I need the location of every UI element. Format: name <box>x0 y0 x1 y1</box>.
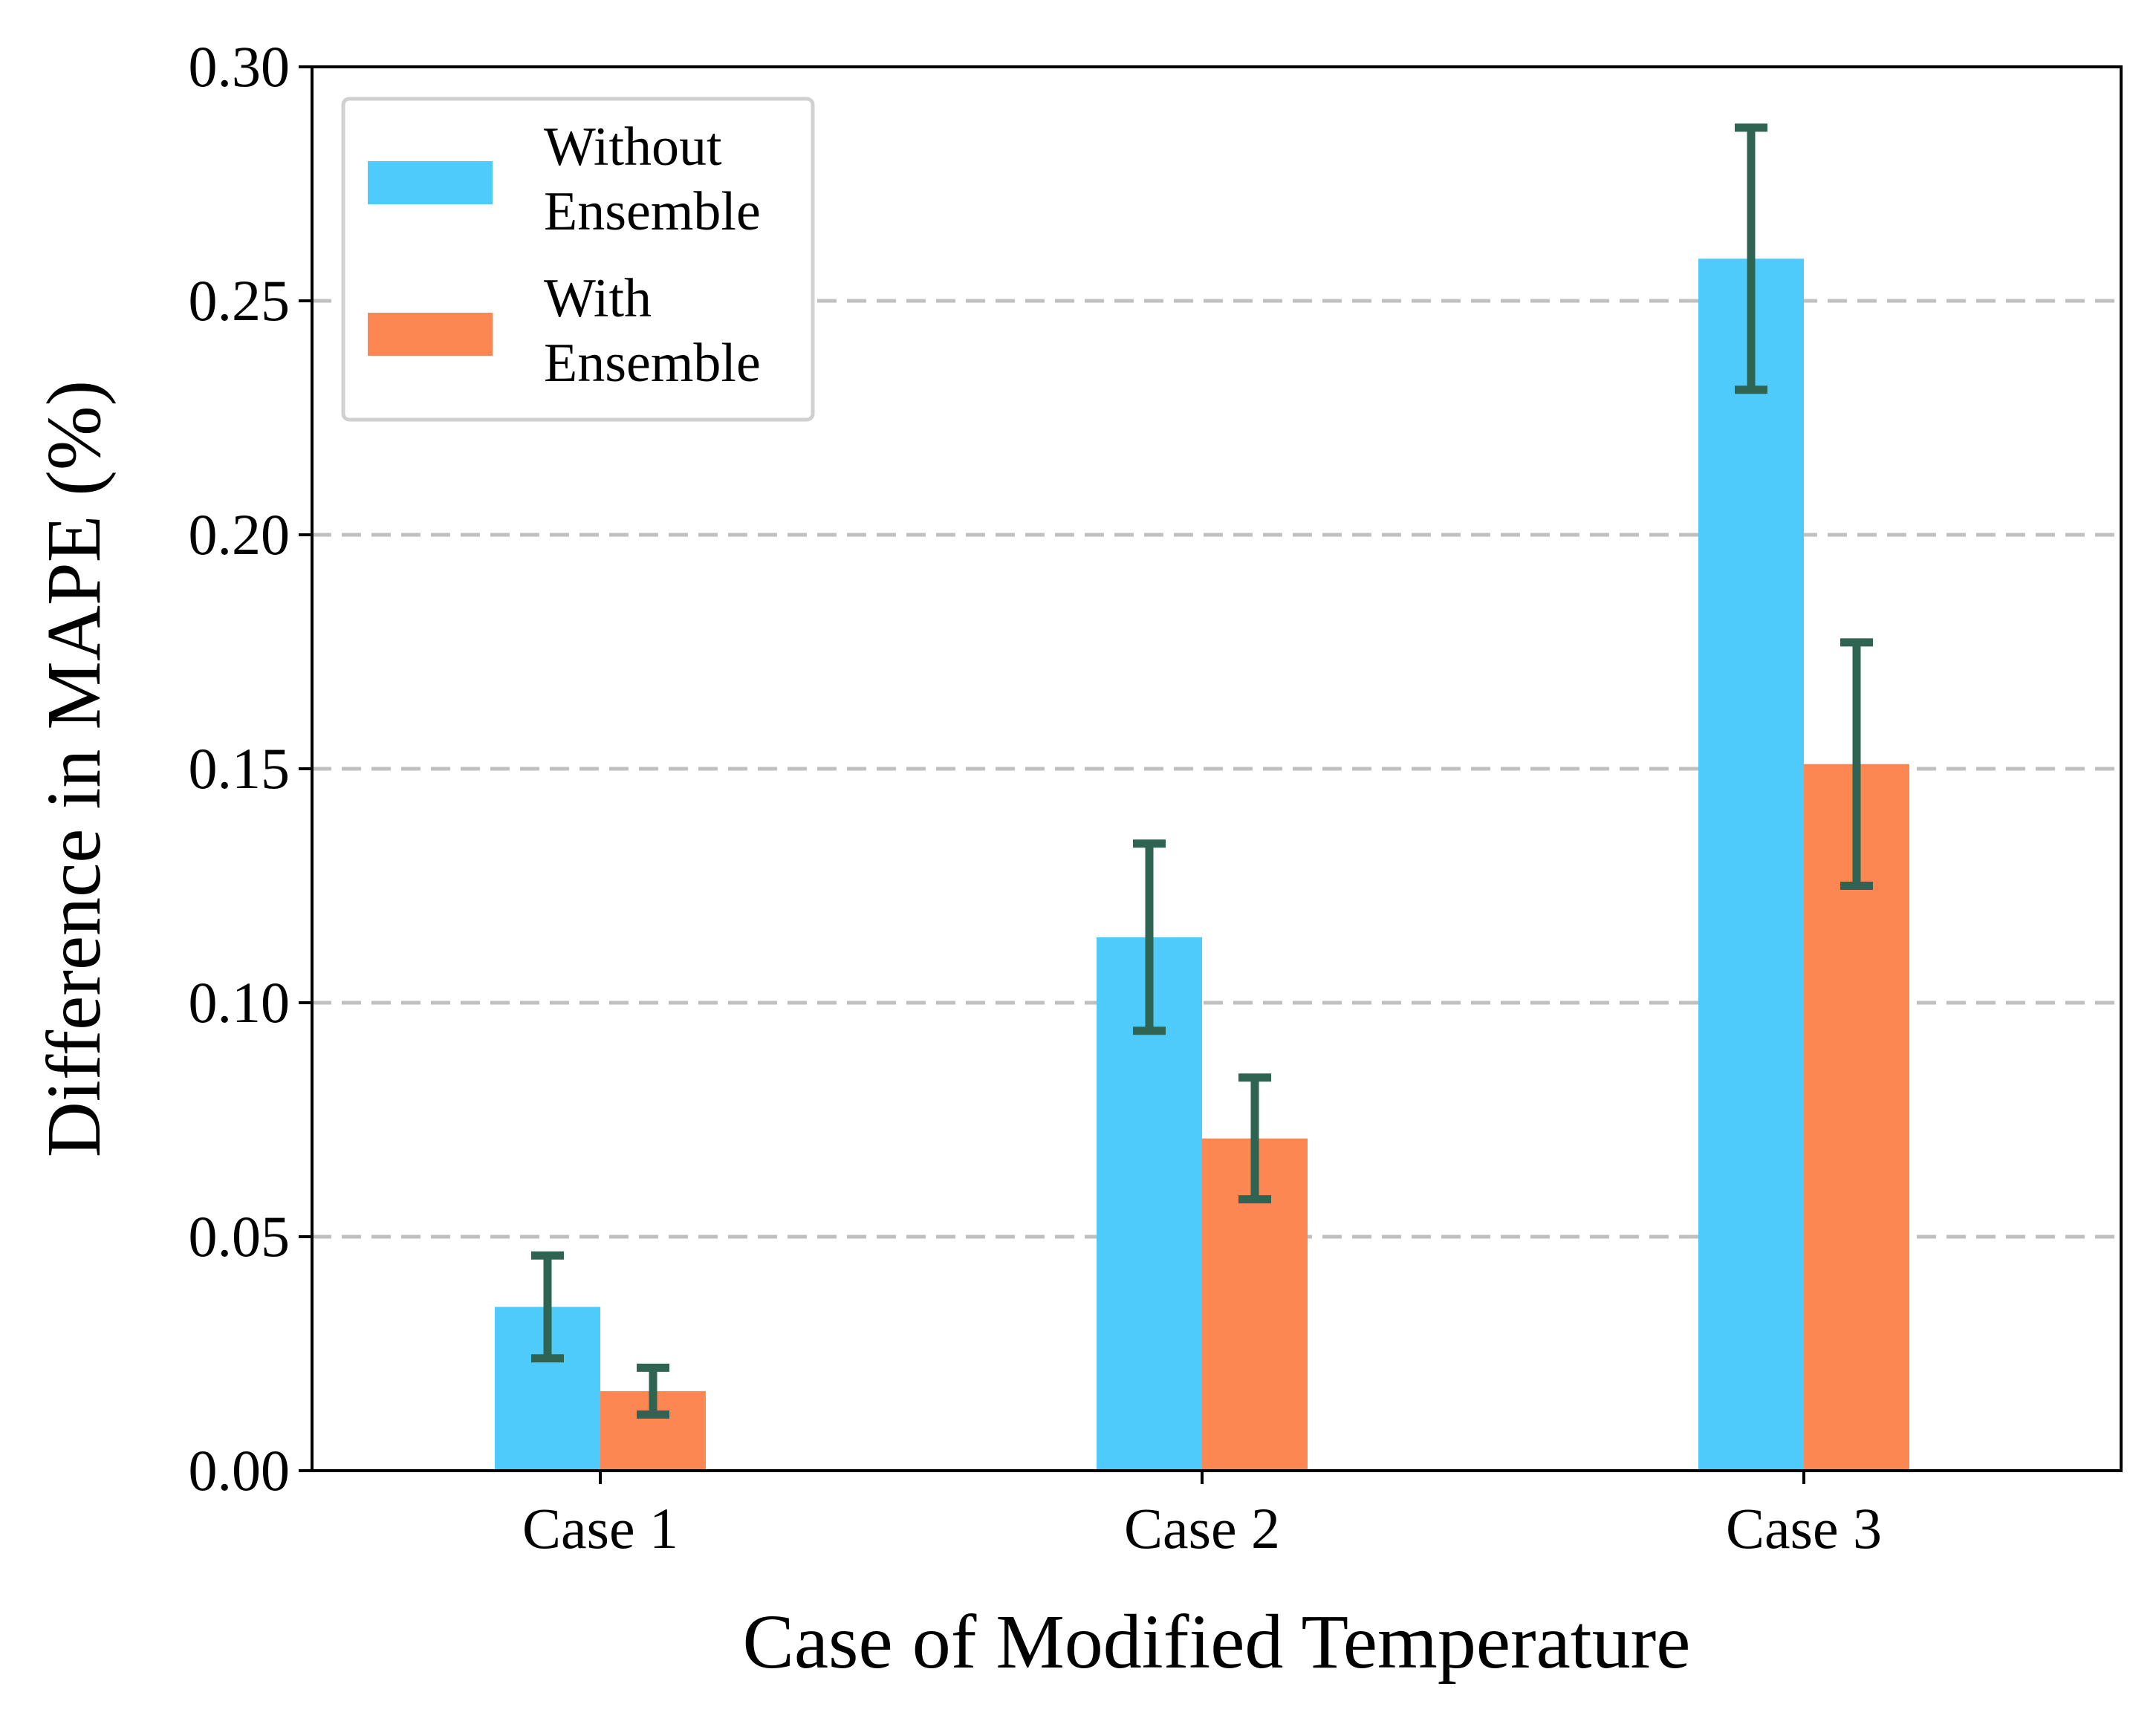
x-tick-label: Case 3 <box>1726 1496 1882 1561</box>
error-bars <box>531 123 1873 1419</box>
x-axis-ticks: Case 1 Case 2 Case 3 <box>522 1471 1882 1561</box>
y-tick-label: 0.20 <box>189 502 290 567</box>
legend-label: Ensemble <box>544 333 761 394</box>
y-tick-label: 0.30 <box>189 34 290 99</box>
y-axis-title: Difference in MAPE (%) <box>31 380 117 1157</box>
x-tick-label: Case 1 <box>522 1496 678 1561</box>
y-axis-ticks: 0.00 0.05 0.10 0.15 0.20 0.25 0.30 <box>189 34 312 1503</box>
legend-swatch <box>368 313 493 356</box>
legend-label: Without <box>544 117 722 178</box>
y-tick-label: 0.15 <box>189 736 290 801</box>
legend-swatch <box>368 161 493 204</box>
bar <box>1698 258 1804 1471</box>
y-tick-label: 0.05 <box>189 1204 290 1269</box>
x-tick-label: Case 2 <box>1124 1496 1280 1561</box>
x-axis-title: Case of Modified Temperature <box>743 1599 1691 1685</box>
legend-label: With <box>544 268 652 329</box>
y-tick-label: 0.25 <box>189 268 290 333</box>
y-tick-label: 0.10 <box>189 970 290 1035</box>
legend-label: Ensemble <box>544 181 761 242</box>
bars <box>495 258 1909 1471</box>
y-tick-label: 0.00 <box>189 1438 290 1503</box>
